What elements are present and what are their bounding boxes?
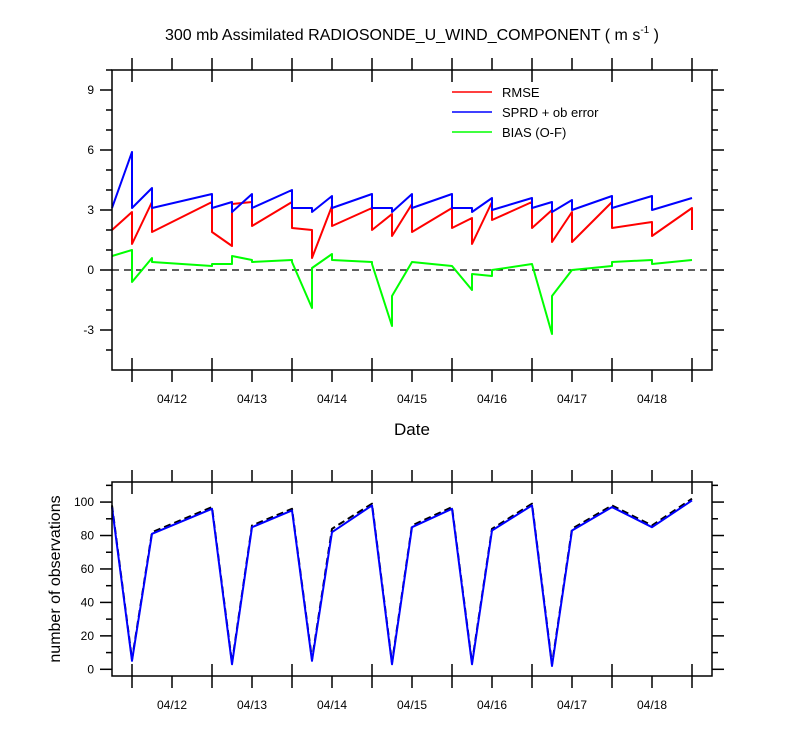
bottom-ytick-label: 60 <box>81 562 95 576</box>
top-series-bias-o-f <box>111 249 693 335</box>
bottom-xtick-label: 04/16 <box>477 698 507 712</box>
legend-label-sprd: SPRD + ob error <box>502 105 599 120</box>
bottom-ytick-label: 80 <box>81 529 95 543</box>
observations-chart: 0 20 40 60 80 100 04/12 04/13 04/14 04/15 04/16 04/… <box>47 470 724 712</box>
chart-title: 300 mb Assimilated RADIOSONDE_U_WIND_COM… <box>165 25 659 44</box>
legend-label-rmse: RMSE <box>502 85 540 100</box>
bottom-xtick-label: 04/13 <box>237 698 267 712</box>
top-xtick-label: 04/18 <box>637 392 667 406</box>
top-series-sprd-ob-error <box>111 151 693 213</box>
x-axis-title: Date <box>394 420 430 439</box>
rmse-chart: 300 mb Assimilated RADIOSONDE_U_WIND_COM… <box>83 25 724 439</box>
bottom-axis-ticks: 0 20 40 60 80 100 04/12 04/13 04/14 04/15 04/16 04/… <box>74 470 724 712</box>
top-ytick-label: 0 <box>87 263 94 277</box>
bottom-ytick-label: 100 <box>74 495 94 509</box>
top-ytick-label: 9 <box>87 83 94 97</box>
top-xtick-label: 04/15 <box>397 392 427 406</box>
top-series-layer <box>111 151 693 335</box>
bottom-ytick-label: 20 <box>81 629 95 643</box>
top-xtick-label: 04/16 <box>477 392 507 406</box>
top-xtick-label: 04/14 <box>317 392 347 406</box>
top-series-rmse <box>111 201 693 259</box>
top-xtick-label: 04/13 <box>237 392 267 406</box>
bottom-xtick-label: 04/12 <box>157 698 187 712</box>
legend: RMSE SPRD + ob error BIAS (O-F) <box>452 85 599 140</box>
top-axis-ticks: 9 6 3 0 -3 04/12 04/13 04/14 04/15 04/16 04/17 04/1… <box>83 58 724 406</box>
chart-title-close: ) <box>649 27 659 44</box>
top-xtick-label: 04/17 <box>557 392 587 406</box>
bottom-series-layer <box>111 497 693 667</box>
top-xtick-label: 04/12 <box>157 392 187 406</box>
top-ytick-label: -3 <box>83 323 94 337</box>
bottom-xtick-label: 04/15 <box>397 698 427 712</box>
bottom-series-possible-observations <box>111 497 693 666</box>
y-axis-title-observations: number of observations <box>47 495 64 662</box>
chart-title-text: 300 mb Assimilated RADIOSONDE_U_WIND_COM… <box>165 27 640 44</box>
top-ytick-label: 3 <box>87 203 94 217</box>
bottom-xtick-label: 04/17 <box>557 698 587 712</box>
bottom-ytick-label: 0 <box>87 662 94 676</box>
bottom-xtick-label: 04/14 <box>317 698 347 712</box>
bottom-ytick-label: 40 <box>81 595 95 609</box>
legend-label-bias: BIAS (O-F) <box>502 125 566 140</box>
bottom-series-used-observations <box>111 499 693 667</box>
bottom-xtick-label: 04/18 <box>637 698 667 712</box>
top-ytick-label: 6 <box>87 143 94 157</box>
chart-title-exponent: -1 <box>640 25 649 36</box>
